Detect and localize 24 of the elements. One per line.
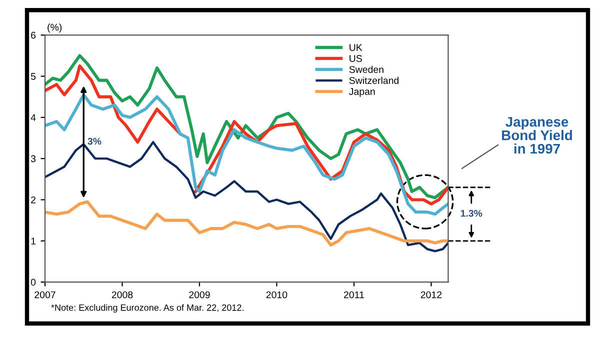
y-tick-label: 4 — [30, 114, 36, 121]
x-tick-label: 2007 — [34, 291, 56, 298]
legend-label: US — [350, 55, 362, 62]
x-tick-label: 2011 — [344, 291, 364, 298]
annotation: 3% — [88, 138, 102, 145]
y-tick-label: 2 — [31, 196, 36, 204]
x-tick-label: 2008 — [112, 291, 133, 298]
text: Japanese Bond Yield in 1997 — [502, 117, 572, 154]
legend-label: UK — [350, 44, 362, 51]
legend-label: Sweden — [349, 66, 384, 73]
x-tick-label: 2012 — [420, 291, 442, 298]
y-tick-label: 5 — [30, 73, 36, 80]
x-tick-label: 2009 — [189, 291, 210, 298]
legend-label: Japan — [349, 88, 375, 97]
text: *Note: Excluding Eurozone. As of Mar. 22, 2012. — [51, 304, 244, 313]
text: 1.3% — [460, 210, 482, 217]
y-tick-label: 1 — [31, 238, 36, 244]
y-tick-label: 6 — [31, 32, 36, 39]
line-series — [45, 200, 448, 247]
legend-label: Switzerland — [349, 76, 399, 84]
y-axis-title: (%) — [48, 24, 62, 33]
y-tick-label: 3 — [30, 155, 36, 162]
x-tick-label: 2010 — [266, 291, 288, 298]
y-tick-label: 0 — [30, 278, 36, 286]
